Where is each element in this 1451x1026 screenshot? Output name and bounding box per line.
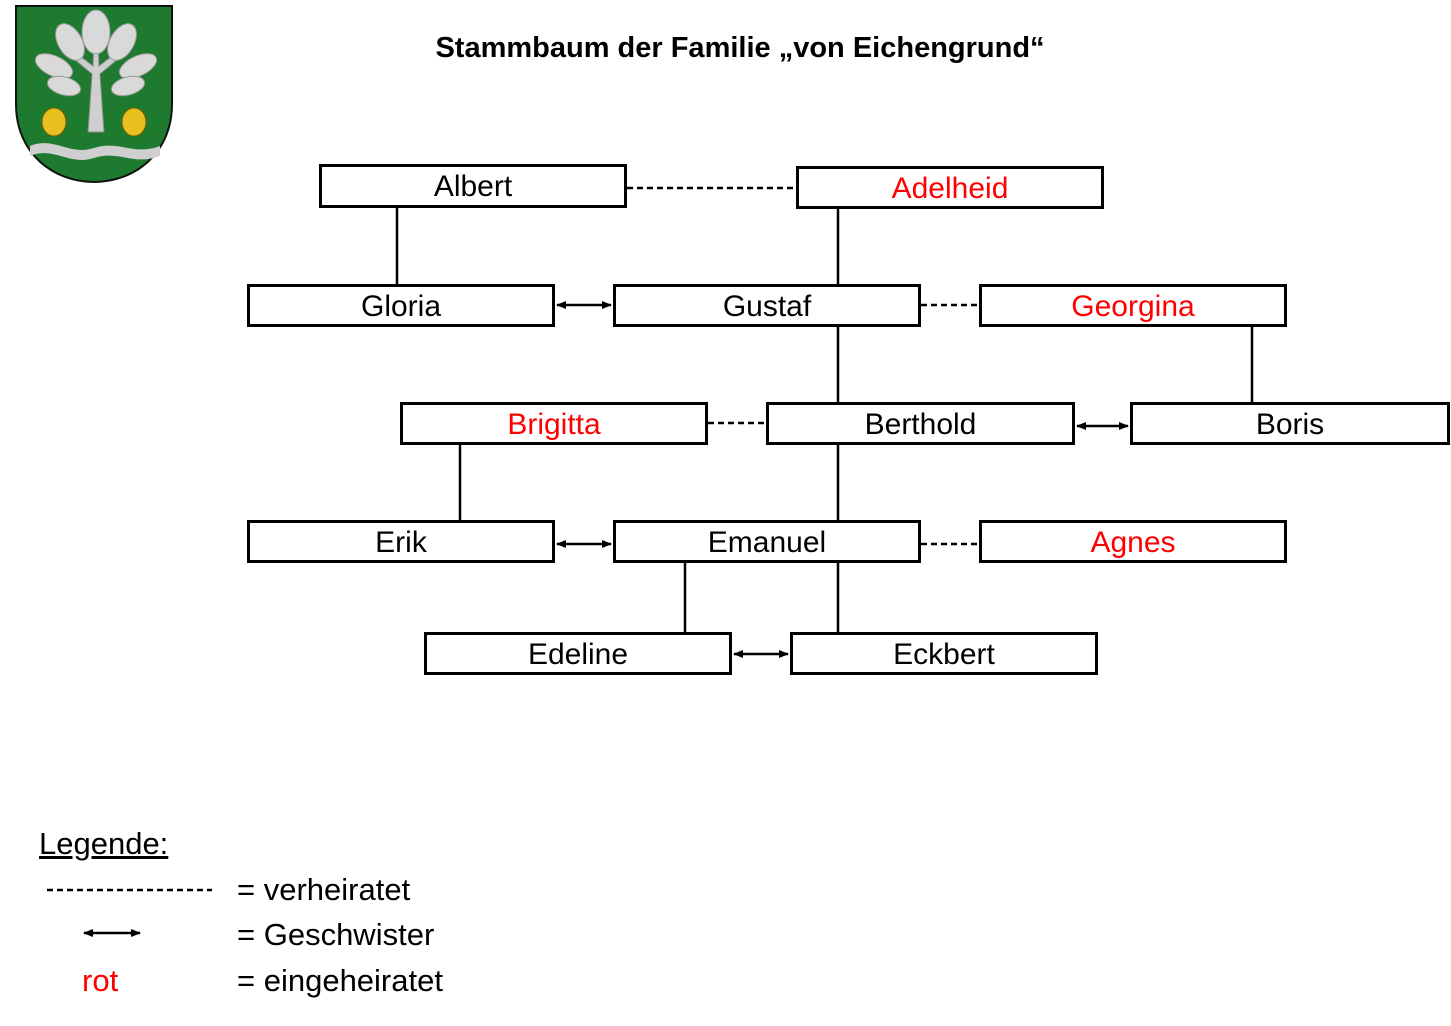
person-box-brigitta: Brigitta <box>400 402 708 445</box>
person-name: Albert <box>433 170 513 203</box>
person-box-edeline: Edeline <box>424 632 732 675</box>
person-box-albert: Albert <box>319 164 627 208</box>
person-box-gloria: Gloria <box>247 284 555 327</box>
person-box-erik: Erik <box>247 520 555 563</box>
page-title: Stammbaum der Familie „von Eichengrund“ <box>435 32 1045 64</box>
legend-title: Legende: <box>39 826 169 861</box>
person-name: Boris <box>1255 407 1325 441</box>
person-box-georgina: Georgina <box>979 284 1287 327</box>
person-name: Agnes <box>1090 525 1176 559</box>
person-name: Eckbert <box>893 637 995 671</box>
coat-of-arms-icon <box>15 5 173 184</box>
legend-siblings-label: = Geschwister <box>237 917 435 952</box>
legend-married-in-symbol: rot <box>82 963 119 998</box>
person-name: Erik <box>375 525 427 559</box>
legend-married-label: = verheiratet <box>237 872 411 907</box>
person-name: Brigitta <box>507 407 601 441</box>
person-box-adelheid: Adelheid <box>796 166 1104 209</box>
person-box-emanuel: Emanuel <box>613 520 921 563</box>
person-box-eckbert: Eckbert <box>790 632 1098 675</box>
person-name: Gustaf <box>722 289 812 323</box>
person-box-boris: Boris <box>1130 402 1450 445</box>
person-box-gustaf: Gustaf <box>613 284 921 327</box>
legend-married-in-label: = eingeheiratet <box>237 963 443 998</box>
person-name: Georgina <box>1071 289 1195 323</box>
person-name: Berthold <box>864 407 977 441</box>
person-name: Gloria <box>360 289 442 323</box>
person-name: Adelheid <box>891 171 1009 205</box>
person-name: Edeline <box>527 637 629 671</box>
person-box-agnes: Agnes <box>979 520 1287 563</box>
person-box-berthold: Berthold <box>766 402 1075 445</box>
person-name: Emanuel <box>707 525 827 559</box>
